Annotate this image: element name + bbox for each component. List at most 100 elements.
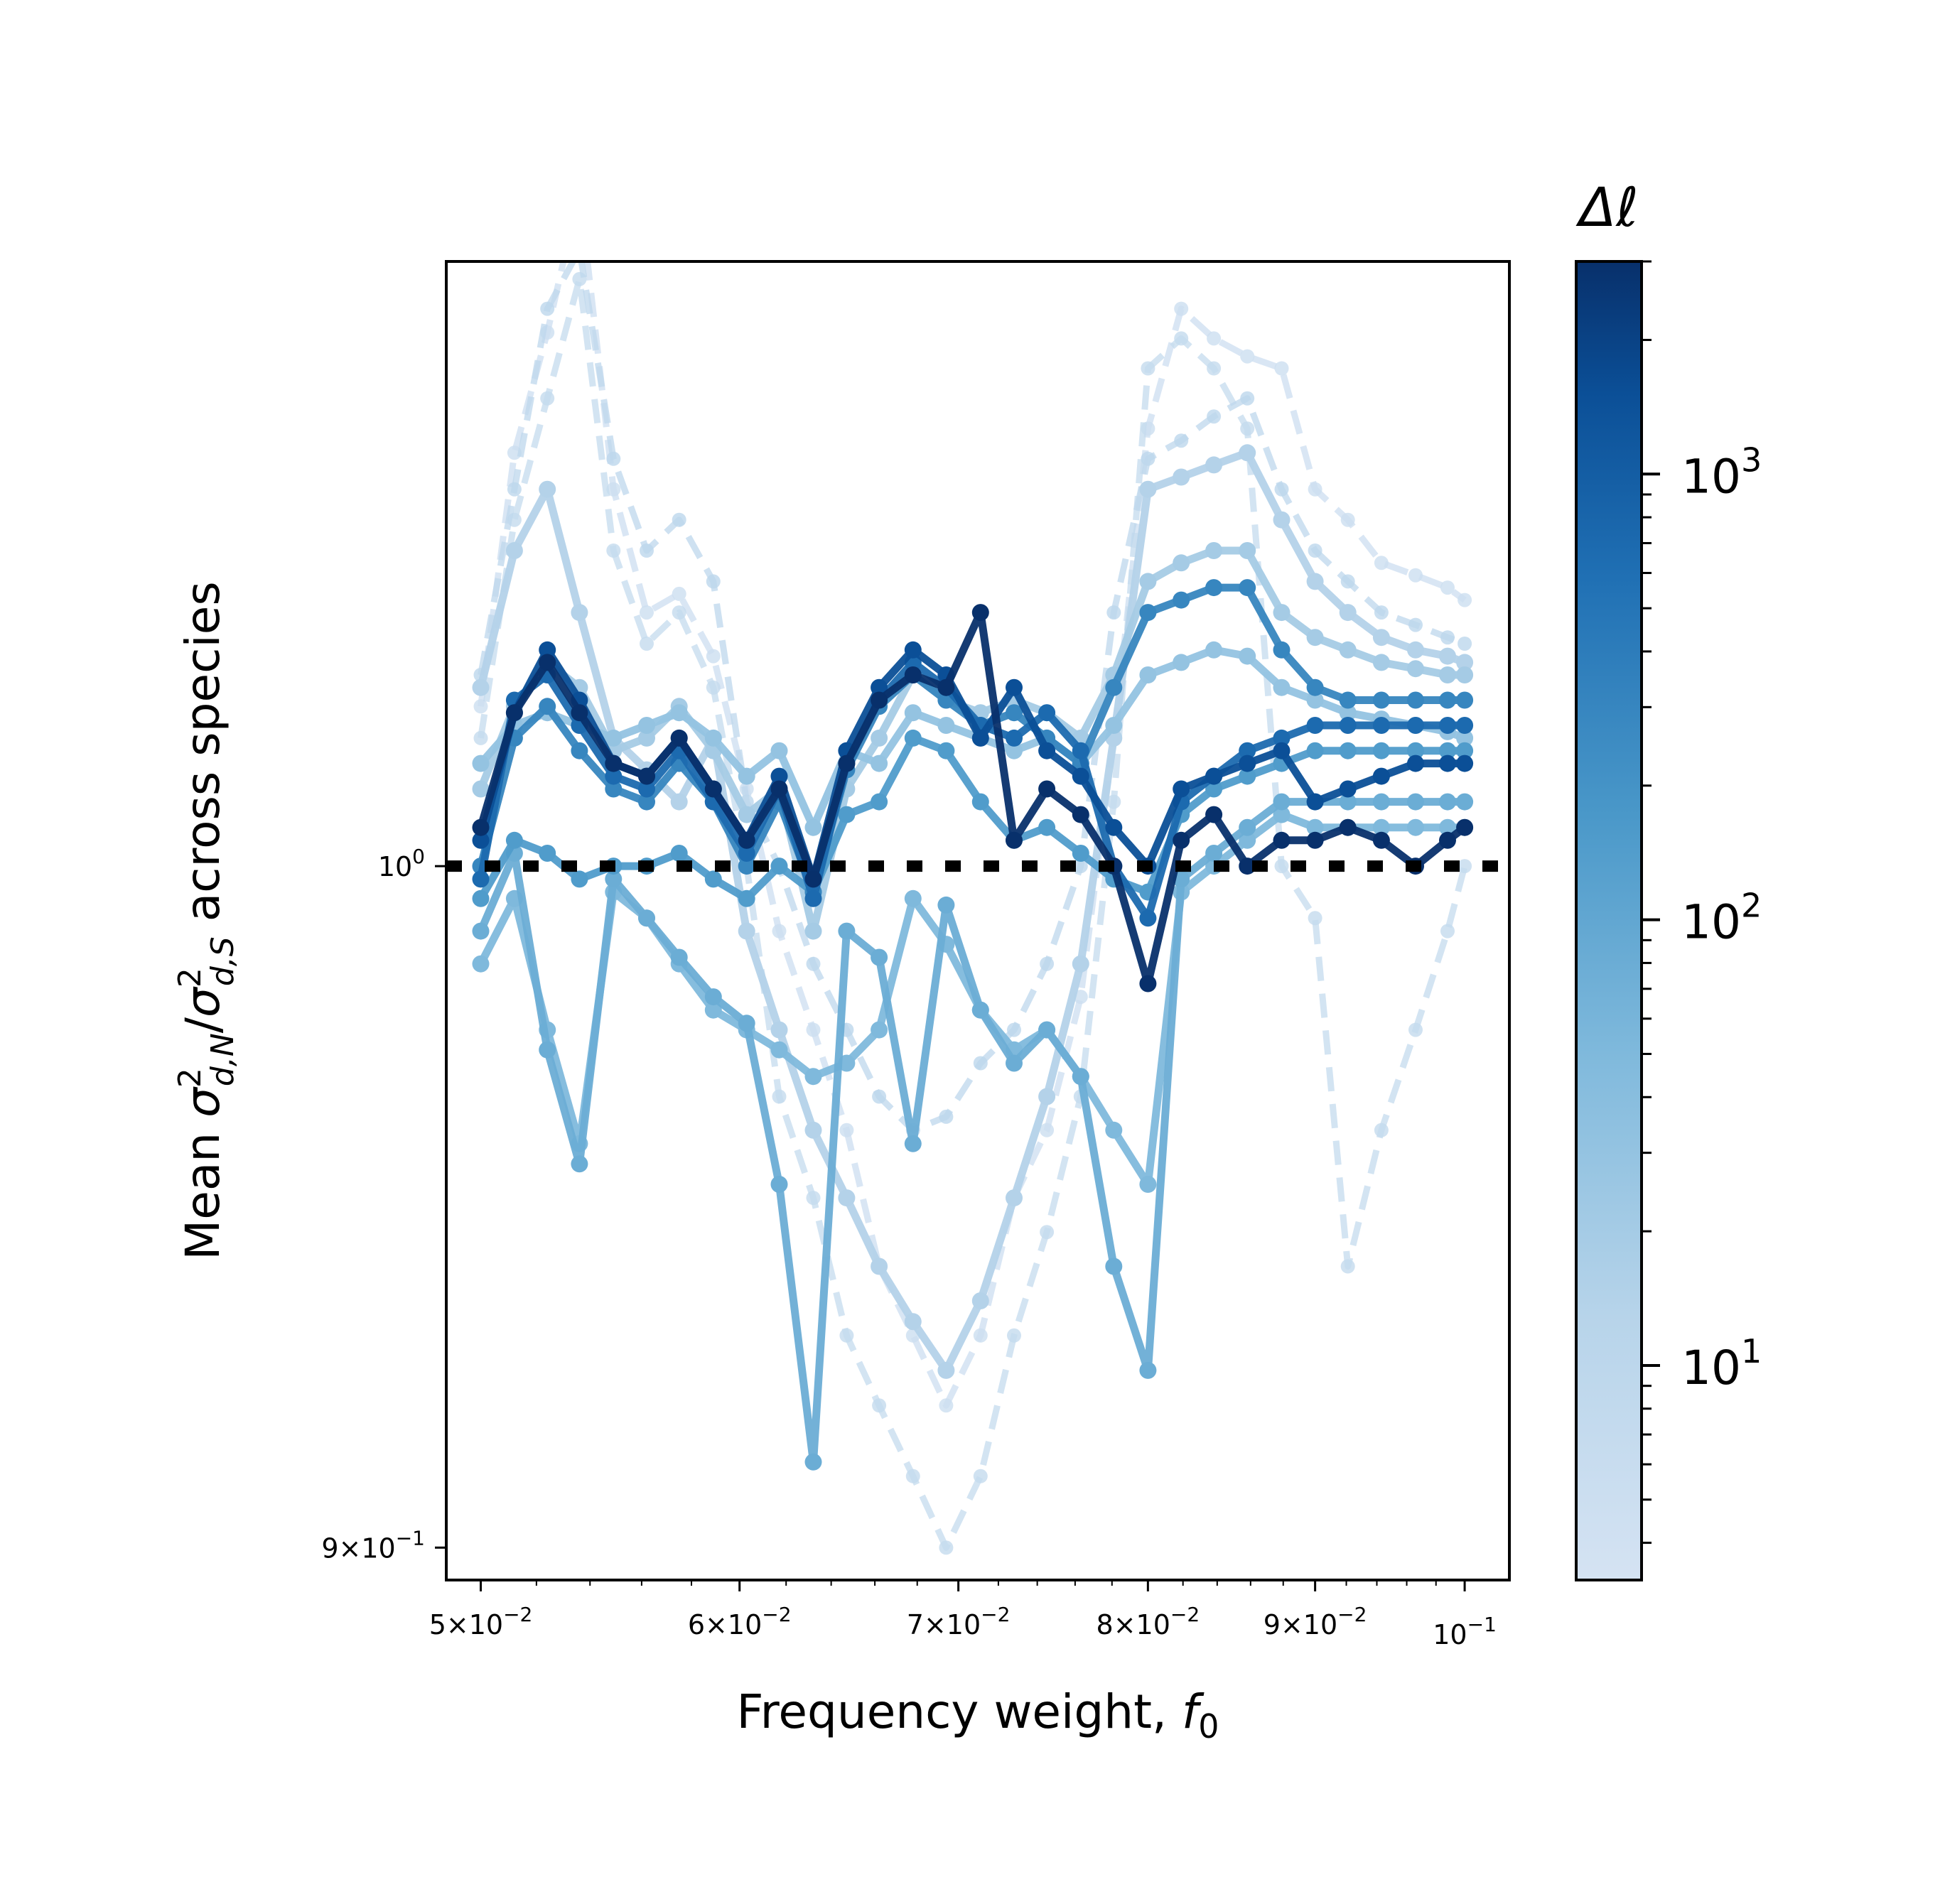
series-point <box>605 870 623 888</box>
series-point <box>939 1398 954 1413</box>
series-point <box>606 451 621 466</box>
series-point <box>472 831 490 849</box>
y-tick-label: 100 <box>378 845 425 882</box>
series-point <box>572 184 586 198</box>
x-tick-label: 6×10−2 <box>688 1603 792 1640</box>
series-point <box>1139 480 1157 498</box>
series-point <box>1274 482 1289 497</box>
series-point <box>571 604 588 622</box>
series-point <box>1072 806 1089 823</box>
series-point <box>1040 1123 1055 1137</box>
series-point <box>971 1001 989 1019</box>
series-point <box>871 793 888 811</box>
x-tick-label: 10−1 <box>1433 1613 1497 1650</box>
x-tick-label: 5×10−2 <box>429 1603 533 1640</box>
series-point <box>472 889 490 907</box>
series-point <box>1340 1259 1355 1274</box>
series-point <box>540 301 555 316</box>
series-point <box>1372 654 1390 671</box>
series-point <box>1239 831 1256 849</box>
series-point <box>1439 754 1456 772</box>
series-point <box>1006 831 1023 849</box>
series-point <box>1239 579 1256 597</box>
series-point <box>638 909 655 927</box>
series-point <box>1440 630 1455 645</box>
series-point <box>1239 858 1256 875</box>
series-point <box>1456 818 1474 836</box>
series-point <box>1374 1123 1389 1137</box>
series-point <box>472 955 490 973</box>
series-point <box>772 924 787 939</box>
series-point <box>1205 767 1223 785</box>
series-point <box>804 870 822 888</box>
series-point <box>1273 831 1291 849</box>
series-point <box>738 806 755 823</box>
series-point <box>1006 1189 1023 1207</box>
series-point <box>1439 666 1456 683</box>
series-point <box>571 704 588 722</box>
y-axis-label-suffix: across species <box>176 581 230 936</box>
series-point <box>1458 859 1472 874</box>
series-point <box>1141 361 1155 376</box>
series-point <box>1174 301 1189 316</box>
series-point <box>738 1015 755 1032</box>
series-point <box>640 543 654 558</box>
series-point <box>605 780 623 798</box>
series-point <box>472 780 490 798</box>
series-point <box>1207 409 1222 424</box>
series-point <box>1239 542 1256 559</box>
series-point <box>704 780 722 798</box>
series-point <box>1105 717 1123 734</box>
plot-frame <box>445 260 1511 1581</box>
series-point <box>871 948 888 966</box>
series-point <box>1374 605 1389 620</box>
series-point <box>1139 1361 1157 1379</box>
y-axis-label-slash: / <box>176 1017 230 1033</box>
series-point <box>1072 1068 1089 1086</box>
series-point <box>605 754 623 772</box>
series-point <box>1339 641 1357 659</box>
series-point <box>1105 1121 1123 1139</box>
series-point <box>1038 1088 1056 1105</box>
series-point <box>838 922 856 940</box>
series-point <box>704 988 722 1006</box>
series-point <box>804 818 822 836</box>
series-point <box>704 870 722 888</box>
series-point <box>571 870 588 888</box>
series-point <box>1139 975 1157 992</box>
series-point <box>1105 678 1123 696</box>
series-20 <box>472 542 1474 940</box>
series-point <box>638 717 655 734</box>
series-point <box>1407 660 1424 678</box>
series-point <box>1306 678 1324 696</box>
series-point <box>804 1453 822 1471</box>
series-point <box>472 818 490 836</box>
series-point <box>1407 691 1424 709</box>
colorbar-ticks: 101 102 103 <box>1642 260 1762 1545</box>
series-point <box>804 1068 822 1086</box>
series-point <box>507 482 522 497</box>
series-point <box>1139 604 1157 622</box>
colorbar: 101 102 103 Δℓ <box>1575 175 1762 1581</box>
series-point <box>1439 793 1456 811</box>
series-point <box>937 1361 955 1379</box>
series-point <box>1038 818 1056 836</box>
series-point <box>1306 793 1324 811</box>
series-point <box>1139 573 1157 590</box>
series-point <box>839 1328 854 1343</box>
series-point <box>539 845 556 862</box>
series-point <box>973 1328 988 1343</box>
series-point <box>871 729 888 747</box>
series-point <box>838 754 856 772</box>
series-point <box>473 699 488 714</box>
series-point <box>738 831 755 849</box>
series-point <box>605 767 623 785</box>
series-point <box>1440 580 1455 595</box>
series-point <box>904 641 922 659</box>
series-point <box>605 729 623 747</box>
series-point <box>1339 818 1357 836</box>
x-axis-label-text: Frequency weight, <box>737 1684 1182 1739</box>
series-point <box>1339 793 1357 811</box>
series-point <box>1240 391 1255 406</box>
series-point <box>971 604 989 622</box>
